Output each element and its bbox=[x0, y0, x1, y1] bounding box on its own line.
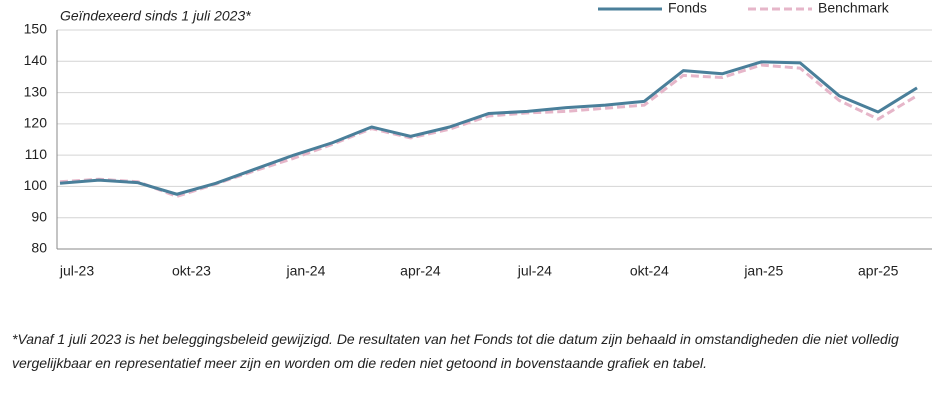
y-tick-label: 140 bbox=[24, 52, 48, 68]
y-tick-label: 80 bbox=[31, 240, 47, 256]
legend-label: Fonds bbox=[668, 0, 707, 16]
chart-subtitle: Geïndexeerd sinds 1 juli 2023* bbox=[60, 8, 251, 24]
y-tick-label: 100 bbox=[24, 177, 48, 193]
y-tick-label: 130 bbox=[24, 83, 48, 99]
y-tick-label: 120 bbox=[24, 115, 48, 131]
x-tick-label: jul-23 bbox=[59, 263, 94, 279]
x-tick-label: jan-25 bbox=[743, 263, 783, 279]
x-tick-label: okt-23 bbox=[172, 263, 211, 279]
x-tick-label: apr-24 bbox=[400, 263, 441, 279]
legend-label: Benchmark bbox=[818, 0, 890, 16]
x-tick-label: apr-25 bbox=[858, 263, 899, 279]
x-tick-label: jul-24 bbox=[517, 263, 552, 279]
y-tick-label: 90 bbox=[31, 208, 47, 224]
chart: Geïndexeerd sinds 1 juli 2023* 80 90 100 11… bbox=[24, 0, 932, 279]
y-tick-label: 110 bbox=[25, 146, 48, 162]
x-tick-label: jan-24 bbox=[285, 263, 325, 279]
series-line bbox=[59, 63, 918, 198]
footnote: *Vanaf 1 juli 2023 is het beleggingsbele… bbox=[12, 331, 899, 371]
series-line bbox=[59, 60, 918, 196]
y-tick-label: 150 bbox=[24, 21, 48, 37]
x-tick-label: okt-24 bbox=[630, 263, 669, 279]
